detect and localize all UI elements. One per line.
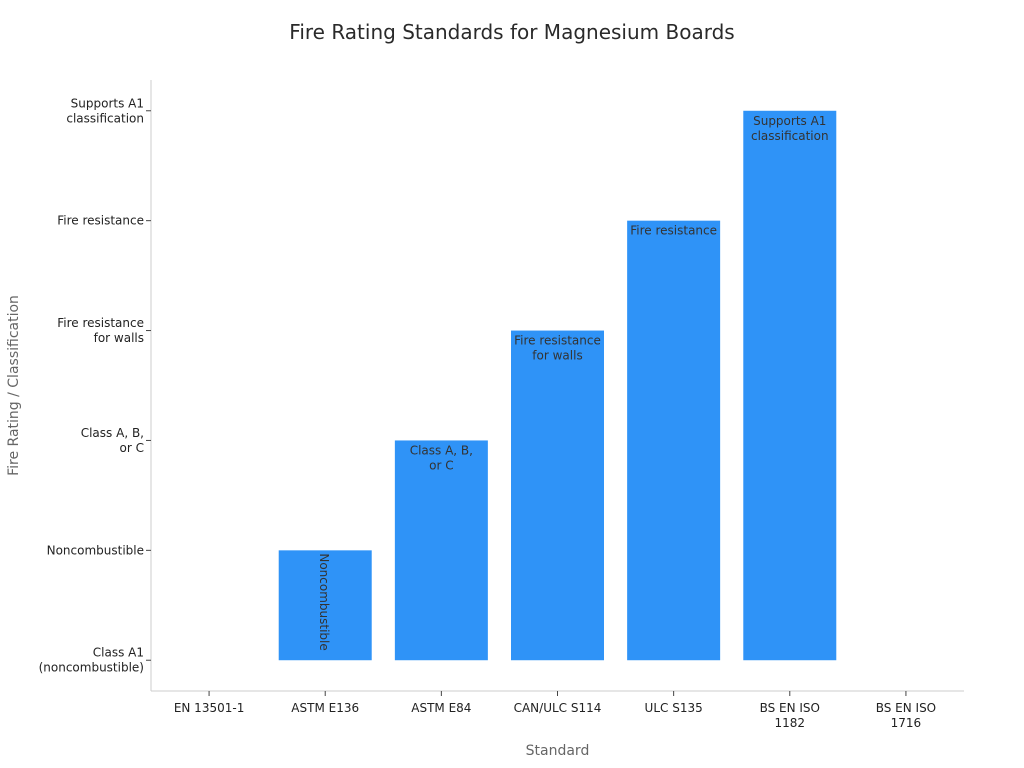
x-tick-label: ASTM E84 xyxy=(411,701,471,715)
x-tick-label: EN 13501-1 xyxy=(174,701,245,715)
y-tick-label: Supports A1 classification xyxy=(66,96,144,125)
y-axis-title: Fire Rating / Classification xyxy=(6,295,22,476)
x-tick-label: ULC S135 xyxy=(645,701,703,715)
x-tick-label: CAN/ULC S114 xyxy=(514,701,602,715)
x-tick-label: BS EN ISO 1182 xyxy=(760,701,820,730)
bar xyxy=(511,330,604,661)
bar xyxy=(627,220,721,661)
y-tick-label: Fire resistance for walls xyxy=(57,316,144,345)
x-tick-label: ASTM E136 xyxy=(291,701,359,715)
bar-data-label: Fire resistance xyxy=(630,224,717,238)
bar xyxy=(394,440,488,661)
y-tick-label: Noncombustible xyxy=(47,543,144,557)
y-tick-label: Class A, B, or C xyxy=(81,426,144,455)
y-tick-label: Class A1 (noncombustible) xyxy=(39,646,144,675)
y-tick-label: Fire resistance xyxy=(57,214,144,228)
bar-data-label: Fire resistance for walls xyxy=(514,334,601,363)
x-axis-title: Standard xyxy=(526,743,590,759)
bar xyxy=(278,550,372,661)
x-tick-label: BS EN ISO 1716 xyxy=(876,701,936,730)
bar-data-label: Class A, B, or C xyxy=(410,443,473,472)
bar xyxy=(743,110,837,661)
chart-title: Fire Rating Standards for Magnesium Boar… xyxy=(289,20,735,44)
bar-data-label: Supports A1 classification xyxy=(751,114,829,143)
bar-data-label: Noncombustible xyxy=(317,553,331,650)
